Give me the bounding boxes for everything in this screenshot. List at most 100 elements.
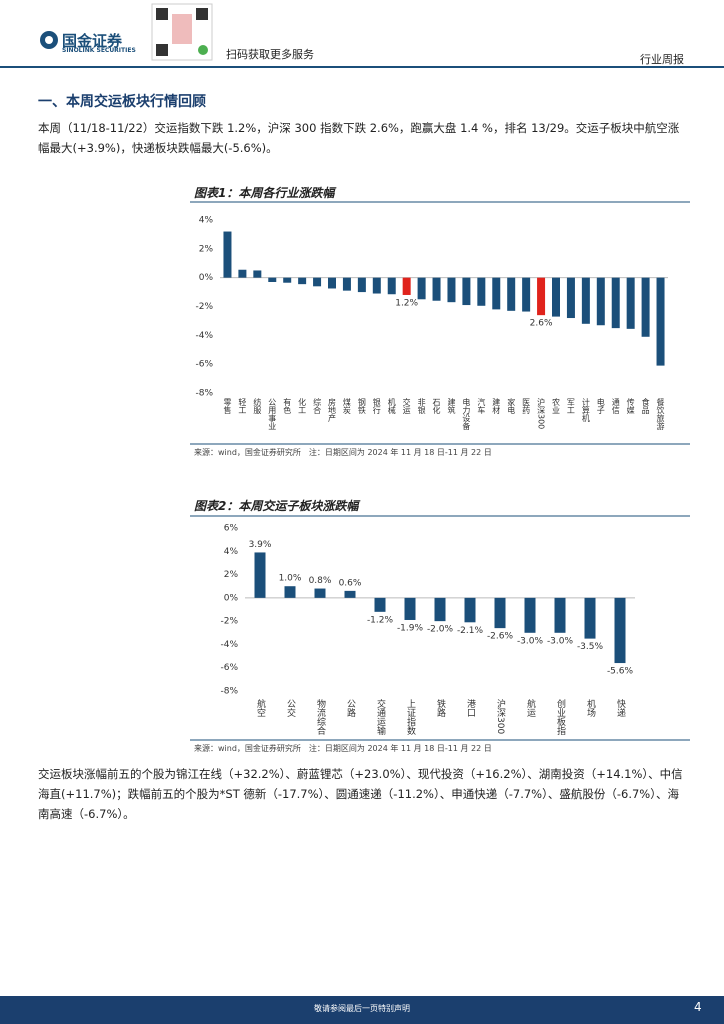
paragraph: 交运板块涨幅前五的个股为锦江在线（+32.2%）、蔚蓝锂芯（+23.0%）、现代… (38, 767, 683, 821)
value-label: 2.6% (530, 319, 553, 329)
bar (238, 269, 247, 278)
x-tick-label: 食品 (641, 397, 650, 415)
value-label: -1.9% (397, 623, 424, 633)
x-tick-label: 航运 (525, 698, 536, 718)
x-tick-label: 军工 (566, 398, 575, 414)
figure-title: 图表2：本周交运子板块涨跌幅 (194, 499, 359, 513)
x-tick-label: 计算机 (581, 397, 590, 423)
bar (641, 277, 650, 337)
bar (626, 277, 635, 329)
value-label: 1.2% (395, 298, 418, 308)
bar (477, 277, 486, 306)
value-label: -3.0% (517, 636, 544, 646)
y-tick-label: 6% (224, 524, 239, 534)
x-tick-label: 轻工 (238, 397, 247, 414)
x-tick-label: 纺服 (253, 397, 262, 415)
bar (268, 277, 277, 282)
x-tick-label: 汽车 (477, 397, 486, 415)
x-tick-label: 零售 (223, 398, 232, 415)
footer-disclaimer: 敬请参阅最后一页特别声明 (314, 1004, 410, 1013)
x-tick-label: 化工 (298, 397, 307, 414)
bar (611, 277, 620, 329)
bar (298, 277, 307, 285)
bar (254, 552, 266, 598)
x-tick-label: 电力设备 (462, 397, 471, 431)
bar (344, 590, 356, 598)
value-label: -2.0% (427, 625, 454, 635)
x-tick-label: 非银 (417, 397, 426, 415)
value-label: -5.6% (607, 667, 634, 677)
value-label: -2.1% (457, 626, 484, 636)
bar (584, 597, 596, 639)
paragraph: 本周（11/18-11/22）交运指数下跌 1.2%，沪深 300 指数下跌 2… (38, 121, 680, 155)
bar (402, 277, 411, 295)
x-tick-label: 铁路 (435, 698, 446, 718)
bar (328, 277, 336, 289)
header-rule (0, 66, 724, 68)
x-tick-label: 传媒 (626, 397, 635, 415)
x-tick-label: 沪深300 (495, 698, 506, 735)
x-tick-label: 建材 (492, 397, 501, 414)
bar (552, 277, 560, 317)
x-tick-label: 创业板指 (555, 698, 566, 736)
x-tick-label: 沪深300 (537, 397, 546, 429)
qr-caption: 扫码获取更多服务 (226, 48, 314, 61)
value-label: 3.9% (249, 540, 272, 550)
x-tick-label: 快递 (615, 698, 626, 717)
y-tick-label: 0% (199, 273, 214, 283)
bar (283, 277, 292, 283)
figure-source: 来源：wind，国金证券研究所 注：日期区间为 2024 年 11 月 18 日… (194, 448, 492, 457)
bar (596, 277, 605, 326)
report-type: 行业周报 (640, 53, 684, 66)
bar (357, 277, 366, 293)
bar (537, 277, 546, 316)
value-label: -3.5% (577, 642, 604, 652)
x-tick-label: 公路 (345, 699, 356, 718)
x-tick-label: 石化 (432, 398, 441, 415)
bar (372, 277, 381, 294)
bar (464, 597, 476, 623)
y-tick-label: 4% (224, 547, 239, 557)
x-tick-label: 航空 (255, 698, 266, 717)
x-tick-label: 有色 (283, 397, 292, 414)
figure-title: 图表1：本周各行业涨跌幅 (194, 186, 335, 200)
logo-subtext: SINOLINK SECURITIES (62, 47, 136, 54)
bar (314, 588, 326, 598)
y-tick-label: 2% (199, 244, 214, 254)
x-tick-label: 公交 (285, 699, 296, 718)
x-tick-label: 上证指数 (405, 699, 416, 736)
x-tick-label: 电子 (596, 397, 605, 414)
bar (524, 597, 536, 633)
page-number: 4 (694, 1000, 702, 1014)
bar (494, 597, 506, 629)
value-label: 1.0% (279, 574, 302, 584)
bar (462, 277, 471, 306)
bar (554, 597, 566, 633)
y-tick-label: 2% (224, 570, 239, 580)
bar (387, 277, 396, 295)
y-tick-label: -4% (220, 640, 238, 650)
y-tick-label: -8% (220, 687, 238, 697)
x-tick-label: 港口 (465, 698, 476, 717)
value-label: -2.6% (487, 632, 514, 642)
x-tick-label: 机场 (585, 698, 596, 718)
logo-text: 国金证券 (62, 32, 123, 50)
bar (404, 597, 416, 620)
bar (417, 277, 426, 300)
x-tick-label: 机械 (387, 397, 396, 415)
value-label: 0.6% (339, 578, 362, 588)
bar (614, 597, 626, 664)
y-tick-label: -6% (220, 663, 238, 673)
bar (284, 586, 296, 598)
bar (581, 277, 590, 324)
bar (434, 597, 446, 622)
x-tick-label: 银行 (372, 397, 381, 415)
x-tick-label: 建筑 (447, 397, 456, 415)
x-tick-label: 家电 (507, 397, 516, 414)
bar (223, 231, 232, 278)
y-tick-label: -2% (220, 617, 238, 627)
x-tick-label: 医药 (522, 398, 531, 415)
section-title: 一、本周交运板块行情回顾 (38, 94, 206, 110)
x-tick-label: 钢铁 (357, 397, 366, 415)
